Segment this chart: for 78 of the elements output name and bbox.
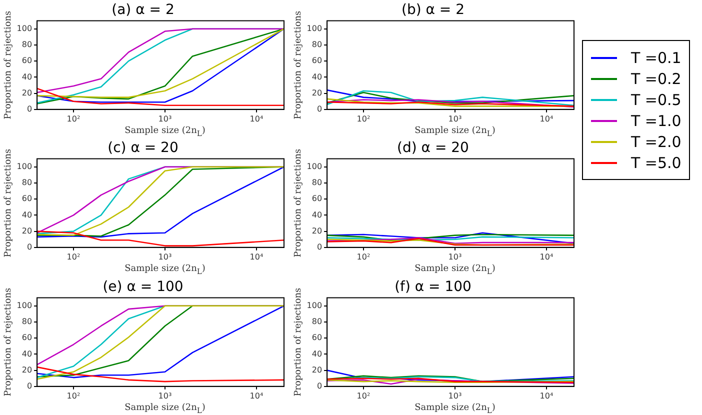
y-tick-label: 20 xyxy=(312,88,322,98)
y-axis-title: Proportion of rejections xyxy=(294,148,304,258)
y-tick-label: 60 xyxy=(312,56,322,66)
y-tick-label: 100 xyxy=(306,24,322,33)
y-tick-label: 0 xyxy=(26,381,32,390)
y-tick-label: 20 xyxy=(312,365,322,374)
y-tick-label: 80 xyxy=(22,178,32,188)
y-tick-label: 100 xyxy=(306,162,322,171)
x-axis-title: Sample size (2n$_{L}$) xyxy=(414,403,496,415)
x-axis-title: Sample size (2n$_{L}$) xyxy=(414,126,496,138)
y-tick-label: 80 xyxy=(312,178,322,188)
y-tick-label: 80 xyxy=(312,40,322,50)
y-axis-title: Proportion of rejections xyxy=(294,10,304,120)
y-axis-title: Proportion of rejections xyxy=(4,148,14,258)
legend-label: T =5.0 xyxy=(631,154,682,172)
y-tick-label: 60 xyxy=(312,333,322,342)
chart-title: (f) α = 100 xyxy=(394,279,472,296)
x-tick-label: 10⁴ xyxy=(540,252,554,262)
chart-title: (a) α = 2 xyxy=(112,2,174,18)
y-tick-label: 0 xyxy=(316,104,322,114)
chart-title: (d) α = 20 xyxy=(397,140,469,156)
chart-title: (c) α = 20 xyxy=(108,140,178,156)
y-tick-label: 40 xyxy=(22,72,32,82)
x-tick-label: 10³ xyxy=(448,391,462,400)
legend-label: T =1.0 xyxy=(631,112,682,130)
y-tick-label: 100 xyxy=(16,24,32,33)
x-tick-label: 10⁴ xyxy=(250,114,264,124)
y-tick-label: 80 xyxy=(22,40,32,50)
x-tick-label: 10³ xyxy=(158,252,172,262)
legend-label: T =2.0 xyxy=(631,132,682,150)
y-tick-label: 60 xyxy=(22,56,32,66)
x-tick-label: 10² xyxy=(66,114,80,124)
y-tick-label: 40 xyxy=(312,210,322,220)
y-tick-label: 40 xyxy=(312,349,322,358)
y-tick-label: 0 xyxy=(316,242,322,252)
y-tick-label: 60 xyxy=(22,333,32,342)
y-tick-label: 80 xyxy=(22,317,32,326)
y-tick-label: 0 xyxy=(316,381,322,390)
y-tick-label: 40 xyxy=(22,349,32,358)
chart-title: (e) α = 100 xyxy=(102,279,184,296)
x-tick-label: 10² xyxy=(66,252,80,262)
y-tick-label: 20 xyxy=(22,226,32,236)
legend-label: T =0.1 xyxy=(631,48,682,66)
x-tick-label: 10⁴ xyxy=(250,391,264,400)
chart-title: (b) α = 2 xyxy=(401,2,465,18)
y-tick-label: 60 xyxy=(22,194,32,204)
x-axis-title: Sample size (2n$_{L}$) xyxy=(124,126,206,138)
x-tick-label: 10⁴ xyxy=(540,391,554,400)
y-tick-label: 40 xyxy=(22,210,32,220)
x-tick-label: 10⁴ xyxy=(540,114,554,124)
y-axis-title: Proportion of rejections xyxy=(4,287,14,396)
y-tick-label: 40 xyxy=(312,72,322,82)
y-tick-label: 0 xyxy=(26,242,32,252)
x-axis-title: Sample size (2n$_{L}$) xyxy=(414,264,496,276)
y-tick-label: 100 xyxy=(16,162,32,171)
x-tick-label: 10³ xyxy=(158,114,172,124)
y-tick-label: 80 xyxy=(312,317,322,326)
y-tick-label: 100 xyxy=(306,300,322,310)
legend-label: T =0.5 xyxy=(631,90,682,108)
x-axis-title: Sample size (2n$_{L}$) xyxy=(124,403,206,415)
y-tick-label: 20 xyxy=(312,226,322,236)
x-tick-label: 10³ xyxy=(448,252,462,262)
y-tick-label: 100 xyxy=(16,300,32,310)
y-tick-label: 60 xyxy=(312,194,322,204)
x-tick-label: 10³ xyxy=(448,114,462,124)
x-axis-title: Sample size (2n$_{L}$) xyxy=(124,264,206,276)
y-axis-title: Proportion of rejections xyxy=(294,287,304,396)
y-axis-title: Proportion of rejections xyxy=(4,10,14,120)
x-tick-label: 10² xyxy=(66,391,80,400)
x-tick-label: 10² xyxy=(356,391,370,400)
x-tick-label: 10⁴ xyxy=(250,252,264,262)
y-tick-label: 20 xyxy=(22,365,32,374)
y-tick-label: 0 xyxy=(26,104,32,114)
x-tick-label: 10³ xyxy=(158,391,172,400)
legend-label: T =0.2 xyxy=(631,70,682,88)
x-tick-label: 10² xyxy=(356,114,370,124)
y-tick-label: 20 xyxy=(22,88,32,98)
x-tick-label: 10² xyxy=(356,252,370,262)
